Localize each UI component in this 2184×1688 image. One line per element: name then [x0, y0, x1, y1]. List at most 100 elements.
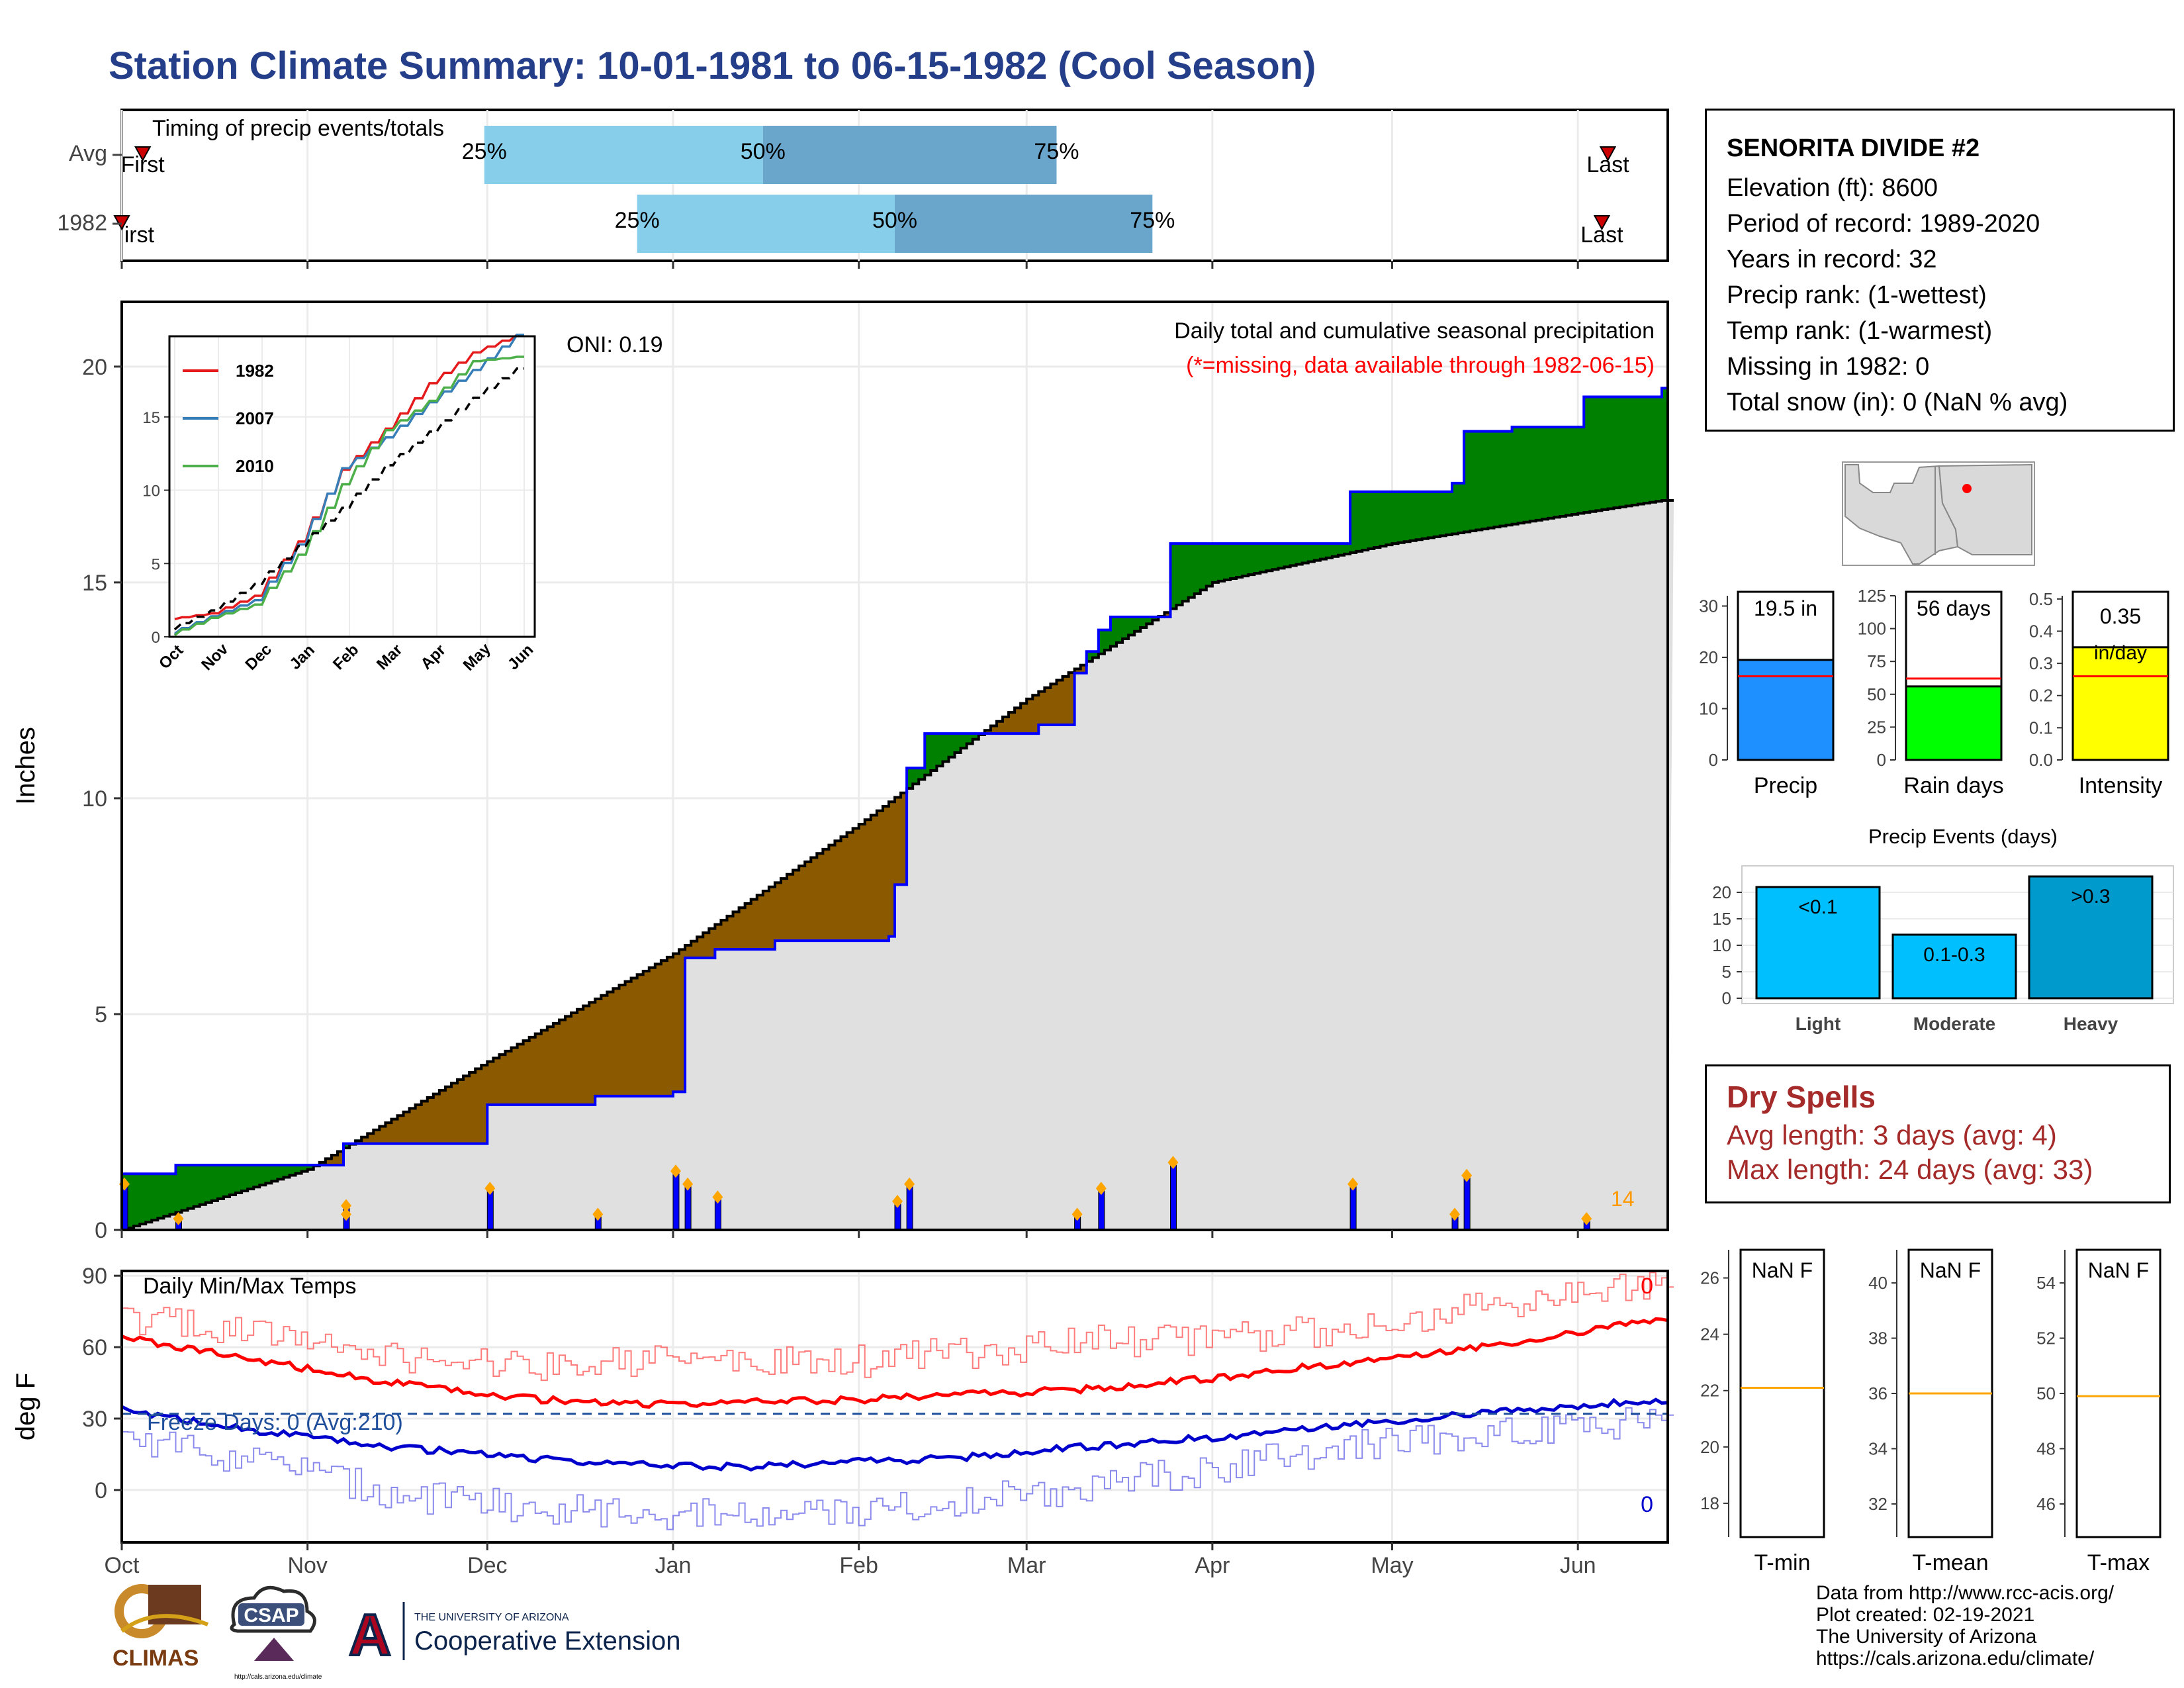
timing-event-label: First — [121, 152, 165, 177]
above-normal-fill — [954, 733, 962, 753]
quartile-label: 25% — [615, 208, 660, 233]
below-normal-fill — [325, 1158, 332, 1166]
precip-heading: Daily total and cumulative seasonal prec… — [1174, 318, 1655, 344]
month-tick-label: May — [1371, 1553, 1413, 1578]
events-y-tick: 5 — [1722, 962, 1731, 982]
below-normal-fill — [768, 886, 776, 950]
above-normal-fill — [1578, 427, 1584, 514]
mini-y-tick: 75 — [1867, 651, 1886, 671]
y-tick-label: 10 — [82, 786, 107, 812]
below-normal-fill — [996, 721, 1003, 734]
below-normal-fill — [1080, 665, 1087, 673]
event-marker — [1449, 1207, 1461, 1221]
below-normal-fill — [589, 1002, 596, 1105]
above-normal-fill — [1608, 397, 1615, 509]
tmin-daily-line — [122, 1407, 1674, 1530]
event-marker — [341, 1199, 352, 1213]
top-count: 0 — [1641, 1274, 1653, 1299]
mini-y-tick: 50 — [1867, 684, 1886, 704]
below-normal-fill — [445, 1086, 452, 1144]
mini-y-tick: 0 — [1877, 750, 1886, 770]
below-normal-fill — [787, 874, 794, 941]
below-normal-fill — [529, 1037, 536, 1105]
below-normal-fill — [415, 1104, 422, 1144]
temp-mini-label: T-max — [2087, 1550, 2150, 1575]
below-normal-fill — [727, 915, 734, 950]
above-normal-fill — [307, 1165, 314, 1170]
below-normal-fill — [451, 1083, 458, 1144]
below-normal-fill — [391, 1119, 398, 1144]
above-normal-fill — [289, 1165, 296, 1176]
above-normal-fill — [1248, 543, 1255, 575]
below-normal-fill — [1062, 676, 1069, 726]
above-normal-fill — [1619, 397, 1627, 507]
month-tick-label: Jan — [655, 1553, 692, 1578]
temp-ylabel: deg F — [11, 1373, 40, 1440]
mini-y-tick: 0 — [1709, 750, 1718, 770]
above-normal-fill — [193, 1165, 201, 1207]
above-normal-fill — [1356, 491, 1363, 551]
temp-mini-frame — [1739, 1248, 1825, 1538]
above-normal-fill — [199, 1165, 206, 1205]
timing-marker — [134, 146, 152, 162]
corner-count: 14 — [1611, 1187, 1635, 1211]
mini-bar — [2071, 646, 2169, 761]
above-normal-fill — [205, 1165, 212, 1203]
below-normal-fill — [1026, 698, 1033, 734]
page-title: Station Climate Summary: 10-01-1981 to 0… — [109, 44, 1316, 87]
above-normal-fill — [253, 1165, 260, 1188]
mini-bar-charts: 0 10 20 30 19.5 in Precip 0 25 50 75 100 125 56 days… — [1699, 586, 2169, 798]
below-normal-fill — [984, 730, 991, 734]
station-snow: Total snow (in): 0 (NaN % avg) — [1727, 389, 2068, 416]
dry-spells-title: Dry Spells — [1727, 1080, 1876, 1114]
above-normal-fill — [1614, 397, 1621, 508]
below-normal-fill — [715, 924, 722, 950]
below-normal-fill — [1044, 687, 1052, 726]
below-normal-fill — [355, 1141, 362, 1144]
mini-unit-label: in/day — [2094, 642, 2147, 664]
precip-panel: 0 5 10 15 20 Inches ONI: 0.19 Daily total an… — [11, 301, 1674, 1243]
above-normal-fill — [128, 1174, 134, 1229]
events-bar-label: <0.1 — [1798, 896, 1837, 918]
above-normal-fill — [1146, 617, 1153, 624]
below-normal-fill — [577, 1009, 584, 1105]
above-normal-fill — [1182, 543, 1189, 602]
event-marker — [682, 1177, 694, 1191]
y-tick-label: 60 — [82, 1335, 107, 1360]
ua-top-text: THE UNIVERSITY OF ARIZONA — [414, 1612, 569, 1623]
above-normal-fill — [1116, 617, 1123, 643]
below-normal-fill — [1074, 669, 1081, 673]
daily-precip-bar — [1169, 1164, 1177, 1231]
below-normal-fill — [895, 797, 901, 885]
logos: CLIMAS CSAP http://cals.arizona.edu/clim… — [113, 1584, 680, 1681]
above-normal-fill — [1506, 431, 1513, 526]
below-normal-fill — [829, 845, 836, 941]
above-normal-fill — [295, 1165, 302, 1174]
above-normal-fill — [1260, 543, 1267, 573]
above-normal-fill — [1098, 630, 1105, 654]
above-normal-fill — [259, 1165, 266, 1186]
temp-mini-label: T-min — [1754, 1550, 1811, 1575]
below-normal-fill — [703, 933, 709, 959]
events-y-tick: 20 — [1712, 882, 1731, 902]
above-normal-fill — [1428, 491, 1435, 538]
event-marker — [904, 1177, 915, 1191]
daily-precip-bar — [1349, 1186, 1357, 1231]
above-normal-fill — [1404, 491, 1411, 542]
event-marker — [341, 1207, 352, 1221]
event-marker — [712, 1190, 723, 1204]
temp-mini-y-tick: 54 — [2036, 1273, 2056, 1293]
above-normal-fill — [1236, 543, 1243, 578]
above-normal-fill — [1566, 427, 1572, 516]
below-normal-fill — [805, 861, 811, 941]
below-normal-fill — [397, 1115, 404, 1144]
below-normal-fill — [876, 810, 884, 941]
below-normal-fill — [709, 928, 715, 959]
events-bar — [2028, 875, 2154, 1000]
above-normal-fill — [1308, 543, 1315, 562]
above-normal-fill — [1482, 431, 1488, 530]
event-marker — [1167, 1156, 1179, 1170]
below-normal-fill — [864, 820, 872, 941]
temp-mini-y-tick: 18 — [1700, 1493, 1719, 1513]
above-normal-fill — [1200, 543, 1207, 590]
